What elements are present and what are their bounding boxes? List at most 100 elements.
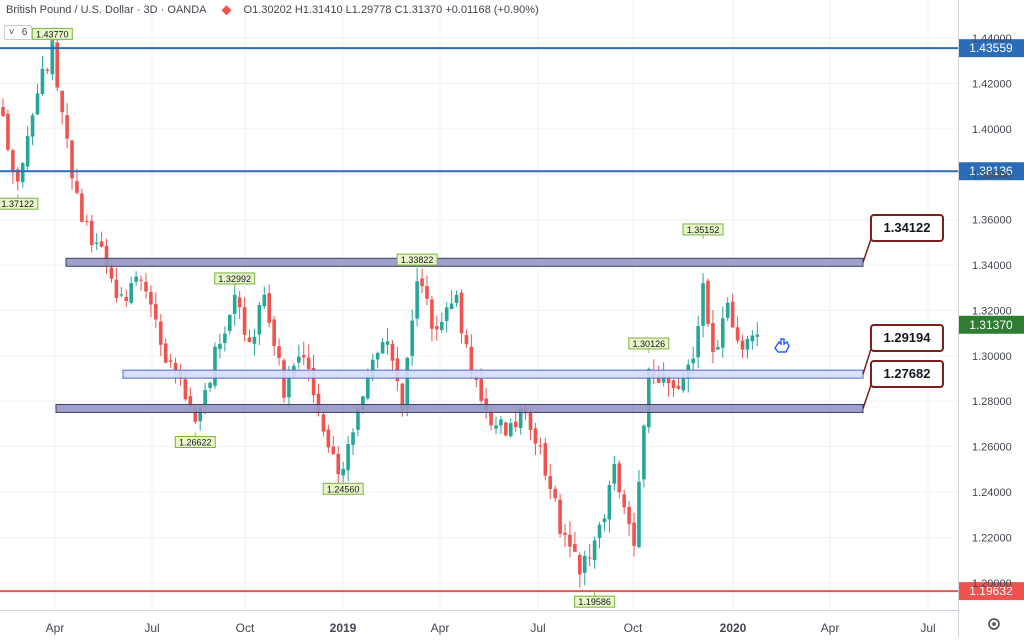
- hand-cursor-shape: [774, 338, 790, 353]
- callout-box[interactable]: [870, 214, 944, 242]
- y-tick-label: 1.22000: [972, 532, 1012, 544]
- candle-body: [223, 333, 227, 344]
- candle-body: [218, 343, 222, 349]
- candle-body: [597, 524, 602, 538]
- candle-body: [647, 368, 651, 428]
- candle-body: [316, 393, 321, 414]
- candle-body: [203, 390, 207, 406]
- candle-body: [489, 411, 493, 426]
- swing-label: 1.24560: [327, 484, 360, 494]
- x-tick-label: Apr: [821, 621, 840, 635]
- support-resistance-zone[interactable]: [55, 403, 864, 413]
- candle-body: [85, 221, 89, 223]
- candle-body: [444, 307, 449, 322]
- candle-body: [154, 304, 158, 320]
- candle-body: [277, 346, 281, 358]
- candle-body: [430, 299, 434, 329]
- candle-body: [553, 488, 557, 499]
- candle-body: [297, 356, 301, 363]
- candle-body: [134, 276, 138, 282]
- candle-body: [198, 407, 202, 422]
- swing-label-box: [0, 197, 39, 210]
- swing-label-box: [174, 436, 216, 449]
- callout-label: 1.34122: [884, 220, 931, 235]
- candle-body: [420, 278, 424, 287]
- candle-body: [89, 220, 94, 246]
- swing-label: 1.43770: [36, 29, 69, 39]
- swing-label-box: [322, 482, 364, 495]
- candle-body: [336, 453, 341, 475]
- callout-pointer: [862, 384, 872, 409]
- candle-body: [173, 362, 178, 371]
- callout-label: 1.29194: [884, 330, 932, 345]
- candle-body: [435, 326, 439, 330]
- candle-body: [247, 337, 252, 343]
- candle-body: [375, 352, 380, 360]
- x-tick-label: Jul: [144, 621, 159, 635]
- settings-gear-icon[interactable]: [988, 618, 1000, 630]
- callout-box[interactable]: [870, 324, 944, 352]
- candle-body: [70, 140, 74, 179]
- candle-body: [508, 423, 513, 437]
- candle-body: [676, 385, 681, 389]
- y-tick-label: 1.28000: [972, 396, 1012, 408]
- candle-body: [60, 90, 64, 113]
- support-resistance-zone[interactable]: [122, 369, 864, 379]
- price-axis-tag: [959, 582, 1024, 601]
- candle-body: [149, 291, 153, 305]
- y-tick-label: 1.30000: [972, 351, 1012, 363]
- candle-body: [617, 463, 622, 493]
- candle-body: [129, 283, 133, 303]
- candle-body: [730, 301, 735, 328]
- candle-body: [6, 113, 10, 150]
- chevron-down-icon: ˅: [8, 27, 15, 38]
- candle-body: [144, 281, 148, 292]
- candle-body: [681, 377, 686, 391]
- swing-label-box: [682, 223, 724, 236]
- candle-body: [242, 307, 247, 335]
- candle-body: [351, 432, 355, 445]
- candle-body: [750, 335, 755, 342]
- candle-body: [405, 357, 410, 410]
- swing-label: 1.32992: [218, 274, 251, 284]
- last-price-label: 1.31370: [969, 318, 1013, 332]
- candle-body: [168, 360, 173, 362]
- candle-body: [612, 463, 617, 484]
- candle-body: [11, 150, 15, 171]
- y-tick-label: 1.42000: [972, 79, 1012, 91]
- candle-body: [632, 522, 636, 546]
- x-tick-label: 2019: [330, 621, 357, 635]
- candle-body: [528, 412, 533, 431]
- symbol-title[interactable]: British Pound / U.S. Dollar · 3D · OANDA: [6, 4, 207, 16]
- candle-body: [627, 506, 631, 524]
- candle-body: [40, 68, 45, 95]
- candle-body: [25, 136, 30, 167]
- candle-body: [193, 407, 198, 422]
- support-resistance-zone[interactable]: [65, 257, 864, 267]
- candle-body: [582, 555, 587, 573]
- candle-body: [701, 283, 705, 326]
- candle-body: [158, 321, 163, 345]
- indicators-toggle-button[interactable]: ˅ 6: [4, 25, 32, 40]
- candle-body: [745, 338, 750, 350]
- price-axis-tag-label: 1.38136: [969, 164, 1013, 178]
- y-tick-label: 1.26000: [972, 442, 1012, 454]
- candle-body: [361, 396, 365, 410]
- candle-body: [380, 342, 385, 354]
- y-tick-label: 1.34000: [972, 260, 1012, 272]
- callout-box[interactable]: [870, 360, 944, 388]
- price-axis-tag: [959, 162, 1024, 181]
- candle-body: [400, 383, 405, 411]
- legend-bar: British Pound / U.S. Dollar · 3D · OANDA…: [6, 4, 539, 16]
- candle-body: [1, 107, 5, 117]
- candle-body: [208, 382, 212, 388]
- candle-body: [282, 360, 286, 398]
- candle-body: [390, 343, 395, 361]
- candle-body: [568, 534, 572, 547]
- callout-label: 1.27682: [884, 366, 931, 381]
- candle-body: [257, 305, 262, 335]
- candle-body: [163, 343, 168, 363]
- candle-body: [735, 327, 740, 341]
